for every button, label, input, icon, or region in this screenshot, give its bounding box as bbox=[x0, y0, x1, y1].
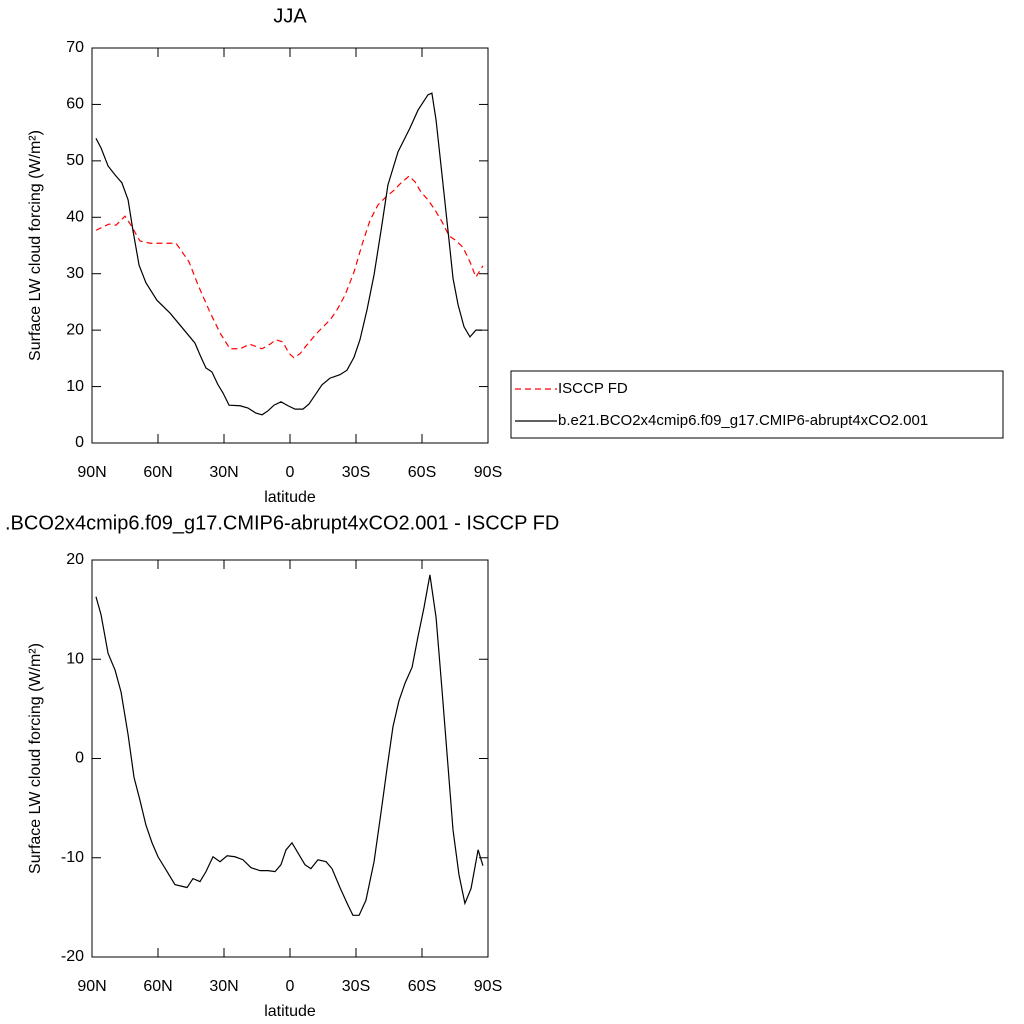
legend-label: b.e21.BCO2x4cmip6.f09_g17.CMIP6-abrupt4x… bbox=[558, 412, 928, 429]
x-tick-label: 30S bbox=[342, 978, 370, 995]
y-tick-label: 0 bbox=[75, 434, 84, 451]
x-tick-label: 90S bbox=[474, 464, 502, 481]
x-tick-label: 90N bbox=[77, 978, 106, 995]
data-line bbox=[95, 574, 484, 916]
legend: ISCCP FD b.e21.BCO2x4cmip6.f09_g17.CMIP6-… bbox=[510, 370, 1004, 439]
x-axis-label: latitude bbox=[264, 1003, 316, 1020]
y-tick-label: 30 bbox=[66, 265, 84, 282]
plot-frame bbox=[91, 559, 489, 958]
y-tick-label: 60 bbox=[66, 96, 84, 113]
x-tick-label: 0 bbox=[286, 978, 295, 995]
y-tick-label: 50 bbox=[66, 152, 84, 169]
y-axis-label: Surface LW cloud forcing (W/m²) bbox=[27, 130, 44, 361]
x-tick-label: 0 bbox=[286, 464, 295, 481]
chart-title: JJA bbox=[273, 5, 307, 27]
y-tick-label: 40 bbox=[66, 209, 84, 226]
legend-label: ISCCP FD bbox=[558, 380, 628, 397]
y-tick-label: 0 bbox=[75, 750, 84, 767]
y-tick-label: 10 bbox=[66, 378, 84, 395]
x-tick-label: 90N bbox=[77, 464, 106, 481]
x-tick-label: 30N bbox=[209, 978, 238, 995]
x-tick-label: 30S bbox=[342, 464, 370, 481]
data-line bbox=[95, 92, 483, 416]
x-tick-label: 60N bbox=[143, 464, 172, 481]
y-tick-label: -20 bbox=[61, 948, 84, 965]
x-tick-label: 30N bbox=[209, 464, 238, 481]
y-tick-label: -10 bbox=[61, 849, 84, 866]
x-tick-label: 60S bbox=[408, 978, 436, 995]
y-tick-label: 20 bbox=[66, 321, 84, 338]
y-tick-label: 20 bbox=[66, 551, 84, 568]
data-line bbox=[95, 175, 484, 359]
y-tick-label: 70 bbox=[66, 39, 84, 56]
x-axis-label: latitude bbox=[264, 489, 316, 506]
x-tick-label: 60N bbox=[143, 978, 172, 995]
y-axis-label: Surface LW cloud forcing (W/m²) bbox=[27, 643, 44, 874]
plot-frame bbox=[91, 47, 489, 444]
chart-title: .BCO2x4cmip6.f09_g17.CMIP6-abrupt4xCO2.0… bbox=[5, 512, 559, 534]
x-tick-label: 60S bbox=[408, 464, 436, 481]
legend-box bbox=[510, 370, 1004, 439]
y-tick-label: 10 bbox=[66, 650, 84, 667]
x-tick-label: 90S bbox=[474, 978, 502, 995]
